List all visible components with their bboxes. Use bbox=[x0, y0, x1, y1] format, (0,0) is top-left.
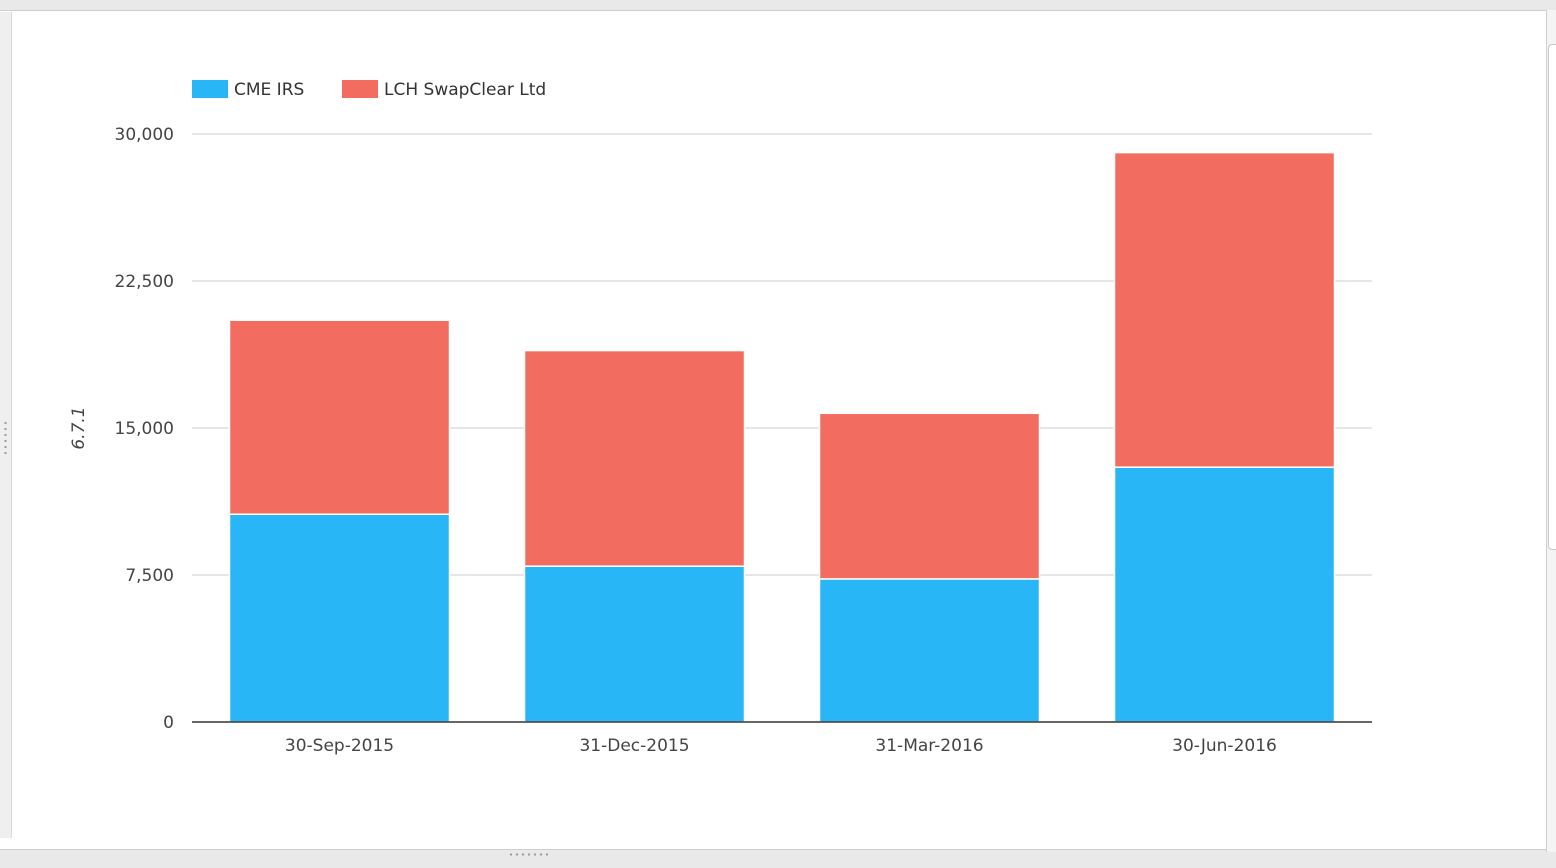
resize-grip-icon[interactable] bbox=[508, 852, 548, 858]
legend-label: LCH SwapClear Ltd bbox=[384, 80, 546, 100]
legend-swatch bbox=[192, 80, 228, 98]
legend: CME IRS LCH SwapClear Ltd bbox=[192, 80, 546, 100]
scrollbar-thumb[interactable] bbox=[1548, 44, 1556, 550]
bar-cme-irs bbox=[228, 513, 451, 723]
bar-cme-irs bbox=[818, 578, 1041, 723]
x-tick-label: 31-Dec-2015 bbox=[579, 736, 689, 756]
legend-swatch bbox=[342, 80, 378, 98]
y-tick-label: 22,500 bbox=[115, 272, 174, 292]
bar-lch-swapclear bbox=[523, 349, 746, 567]
legend-label: CME IRS bbox=[234, 80, 304, 100]
axes: 0 7,500 15,000 22,500 30,000 30-Sep-2015 31-De… bbox=[115, 125, 1372, 756]
y-tick-label: 15,000 bbox=[115, 419, 174, 439]
x-tick-label: 30-Sep-2015 bbox=[285, 736, 394, 756]
grip-dots-icon[interactable] bbox=[3, 420, 8, 456]
y-axis-label: 6.7.1 bbox=[69, 406, 89, 449]
y-tick-label: 30,000 bbox=[115, 125, 174, 145]
y-tick-label: 7,500 bbox=[125, 566, 174, 586]
x-tick-label: 31-Mar-2016 bbox=[875, 736, 983, 756]
bar-cme-irs bbox=[523, 565, 746, 723]
bar-lch-swapclear bbox=[228, 319, 451, 515]
bar-cme-irs bbox=[1113, 466, 1336, 723]
bar-lch-swapclear bbox=[1113, 151, 1336, 468]
left-resize-rail[interactable] bbox=[0, 12, 12, 838]
x-tick-label: 30-Jun-2016 bbox=[1172, 736, 1277, 756]
bars bbox=[228, 151, 1336, 723]
y-tick-label: 0 bbox=[163, 713, 174, 733]
bar-lch-swapclear bbox=[818, 412, 1041, 580]
